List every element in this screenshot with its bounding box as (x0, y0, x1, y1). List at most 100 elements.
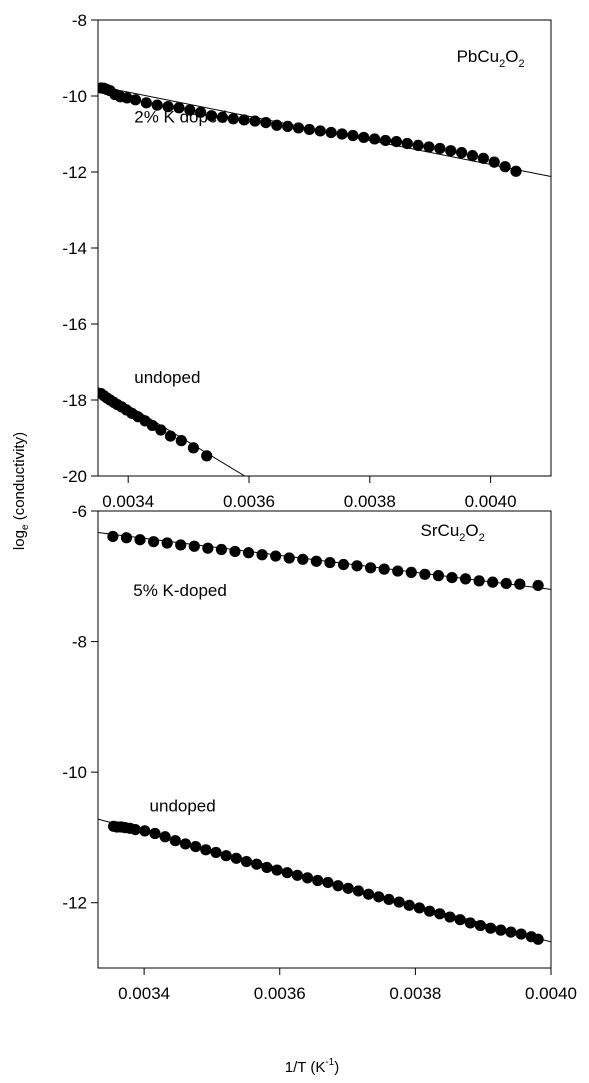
bottom-panel: -6-8-10-120.0034 0.0036 0.0038 0.0040SrCu2O… (62, 502, 577, 1003)
x-axis-title: 1/T (K-1) (285, 1057, 339, 1076)
data-point (499, 161, 511, 173)
data-point (401, 137, 413, 150)
data-point (454, 914, 466, 926)
data-point (220, 850, 232, 862)
data-point (369, 133, 381, 145)
data-point (342, 882, 354, 894)
top-plot-area (98, 82, 551, 476)
data-point (532, 933, 544, 945)
data-point (474, 919, 487, 932)
data-point (292, 122, 305, 134)
data-point (464, 917, 476, 929)
series-annotation: undoped (134, 368, 200, 387)
data-point (336, 128, 348, 140)
data-point (485, 922, 497, 934)
x-tick-label: 0.0038 (344, 492, 396, 511)
data-point (477, 152, 489, 164)
data-point (466, 150, 479, 162)
data-point (190, 840, 202, 853)
data-point (444, 911, 456, 923)
data-point (487, 576, 499, 588)
top-panel: -8 -10 -12 -14 -16 -18 -20 0.0034 0.0036 0.0038 0.… (62, 11, 552, 511)
data-point (325, 126, 337, 139)
data-point (510, 165, 522, 177)
compound-sub: 2 (518, 58, 524, 70)
data-point (297, 553, 309, 565)
compound-sub: 2 (479, 532, 485, 544)
x-axis-title-sup: -1 (325, 1057, 334, 1068)
data-point (134, 534, 146, 546)
data-point (505, 926, 517, 938)
data-point (161, 537, 173, 549)
data-point (120, 532, 133, 544)
x-tick-label: 0.0040 (465, 492, 517, 511)
y-tick-label: -12 (62, 163, 87, 182)
data-point (423, 141, 435, 153)
compound-label: PbCu2O2 (457, 47, 525, 70)
x-tick-label: 0.0036 (223, 492, 275, 511)
data-point (139, 825, 151, 837)
y-axis-title: loge (conductivity) (11, 432, 31, 550)
data-point (419, 568, 431, 580)
data-point (240, 855, 253, 868)
y-tick-label: -12 (62, 894, 87, 913)
data-point (210, 846, 222, 859)
data-point (514, 578, 526, 590)
y-tick-label: -8 (72, 11, 87, 30)
data-point (332, 880, 344, 892)
data-point (403, 899, 415, 911)
y-tick-label: -14 (62, 239, 87, 258)
data-point (446, 571, 458, 584)
data-point (129, 94, 142, 106)
data-point (392, 565, 404, 577)
compound-base: SrCu (421, 521, 460, 540)
data-point (187, 442, 200, 454)
data-point (270, 550, 282, 562)
data-point (378, 563, 390, 575)
data-point (149, 827, 161, 840)
data-point (383, 893, 395, 906)
data-point (362, 888, 375, 900)
data-point (473, 575, 485, 587)
data-point (151, 99, 163, 111)
data-point (413, 902, 426, 914)
data-point (445, 145, 457, 157)
data-point (229, 545, 241, 558)
data-point (532, 579, 544, 592)
data-point (291, 869, 303, 881)
series-annotation: 5% K-doped (133, 581, 227, 600)
data-point (347, 129, 359, 142)
data-point (249, 115, 261, 127)
data-point (282, 120, 294, 132)
data-point (390, 136, 402, 148)
data-point (242, 547, 255, 559)
data-point (412, 139, 424, 151)
data-point (271, 864, 283, 876)
x-tick-label: 0.0034 (102, 492, 154, 511)
data-point (312, 874, 324, 887)
x-tick-label: 0.0036 (254, 984, 306, 1003)
data-point (169, 835, 181, 847)
compound-label: SrCu2O2 (421, 521, 485, 544)
series-annotation: undoped (150, 796, 216, 815)
bottom-plot-area (98, 530, 551, 945)
data-point (434, 908, 446, 920)
data-point (175, 435, 187, 447)
y-axis-title-base: log (11, 530, 28, 550)
data-point (373, 891, 385, 903)
data-point (216, 111, 229, 123)
x-tick-label: 0.0040 (525, 984, 577, 1003)
data-point (303, 123, 315, 136)
data-point (261, 861, 273, 874)
compound-base: PbCu (457, 47, 500, 66)
y-tick-label: -20 (62, 467, 87, 486)
x-axis-title-end: ) (334, 1059, 339, 1076)
data-point (459, 573, 472, 585)
data-point (310, 555, 322, 567)
data-point (393, 896, 405, 908)
data-point (188, 540, 200, 552)
data-point (201, 450, 213, 462)
data-point (281, 867, 293, 879)
data-point (162, 101, 174, 113)
data-point (337, 558, 350, 571)
